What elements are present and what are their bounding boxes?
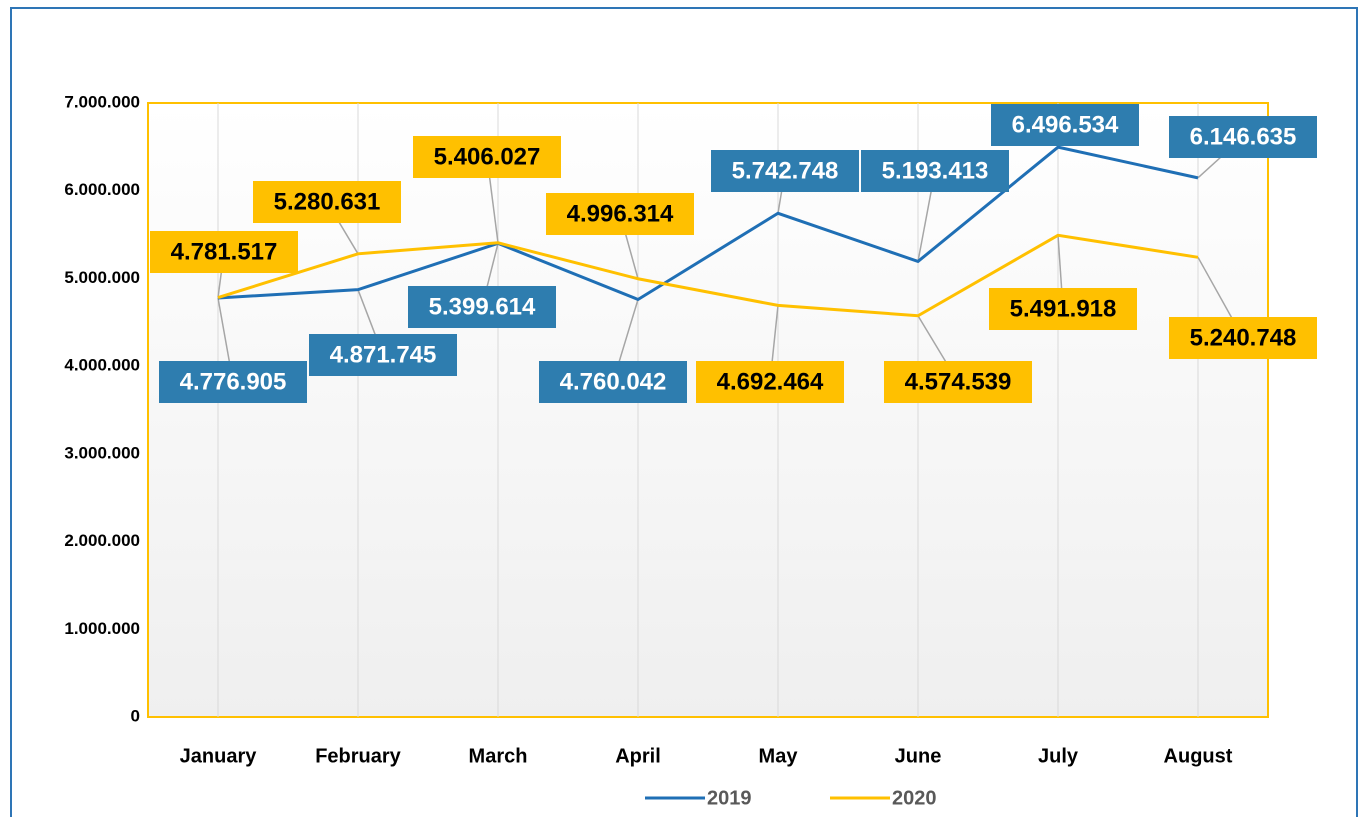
data-label: 5.406.027: [434, 143, 541, 170]
data-label: 5.280.631: [274, 188, 381, 215]
x-tick-label: August: [1164, 745, 1233, 767]
label-box: [861, 150, 1009, 192]
y-tick-label: 4.000.000: [64, 356, 140, 375]
x-tick-label: January: [180, 745, 258, 767]
data-label: 6.496.534: [1012, 111, 1119, 138]
data-label: 6.146.635: [1190, 123, 1297, 150]
label-box: [159, 361, 307, 403]
data-label: 4.692.464: [717, 368, 824, 395]
series-line: [217, 233, 1199, 318]
data-label: 4.781.517: [171, 238, 278, 265]
data-label: 5.193.413: [882, 157, 989, 184]
legend-label: 2019: [707, 787, 752, 809]
y-tick-label: 1.000.000: [64, 619, 140, 638]
data-label: 4.776.905: [180, 368, 287, 395]
series-line: [217, 145, 1199, 302]
data-label: 4.996.314: [567, 200, 674, 227]
frame: [10, 7, 1358, 817]
y-tick-label: 3.000.000: [64, 443, 140, 462]
data-label: 4.574.539: [905, 368, 1012, 395]
label-box: [696, 361, 844, 403]
data-label: 5.399.614: [429, 293, 536, 320]
y-tick-label: 0: [131, 706, 140, 725]
legend-label: 2020: [892, 787, 937, 809]
label-box: [150, 231, 298, 273]
y-tick-label: 6.000.000: [64, 180, 140, 199]
label-box: [546, 193, 694, 235]
label-box: [1169, 317, 1317, 359]
label-box: [991, 104, 1139, 146]
data-label: 5.491.918: [1010, 295, 1117, 322]
x-tick-label: June: [895, 745, 942, 767]
y-tick-label: 7.000.000: [64, 92, 140, 111]
label-box: [539, 361, 687, 403]
data-label: 5.240.748: [1190, 324, 1297, 351]
x-tick-label: April: [615, 745, 661, 767]
x-tick-label: March: [469, 745, 528, 767]
data-label: 4.871.745: [330, 341, 437, 368]
y-tick-label: 5.000.000: [64, 268, 140, 287]
label-box: [253, 181, 401, 223]
data-label: 4.760.042: [560, 368, 667, 395]
data-label: 5.742.748: [732, 157, 839, 184]
y-tick-label: 2.000.000: [64, 531, 140, 550]
label-box: [1169, 116, 1317, 158]
label-box: [884, 361, 1032, 403]
label-box: [408, 286, 556, 328]
label-box: [989, 288, 1137, 330]
x-tick-label: May: [759, 745, 799, 767]
label-box: [711, 150, 859, 192]
x-tick-label: February: [315, 745, 401, 767]
x-tick-label: July: [1038, 745, 1079, 767]
label-box: [309, 334, 457, 376]
label-box: [413, 136, 561, 178]
